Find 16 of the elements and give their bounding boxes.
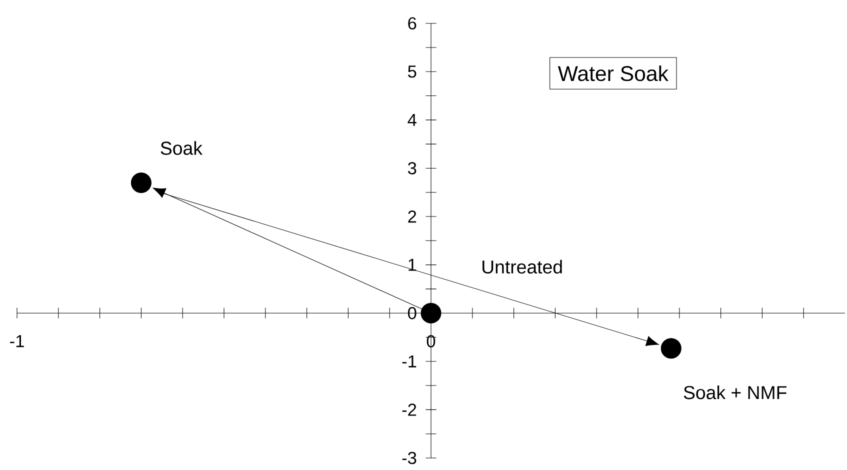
point <box>660 338 682 359</box>
point <box>130 172 152 193</box>
y-tick-label: 5 <box>408 66 416 78</box>
y-tick-label: 6 <box>408 17 416 30</box>
annotation: Untreated <box>482 260 562 274</box>
annotation: Soak <box>160 141 203 155</box>
y-tick-label: 4 <box>408 114 416 126</box>
annotation: Soak + NMF <box>684 386 786 400</box>
y-tick-label: 1 <box>408 258 416 271</box>
y-tick-label: -1 <box>402 355 416 368</box>
y-tick-label: 3 <box>408 162 416 174</box>
text: Water Soak <box>558 65 668 82</box>
y-tick-label: -2 <box>402 404 416 416</box>
y-tick-label: -3 <box>402 452 416 464</box>
y-tick-label: 2 <box>408 210 416 223</box>
point <box>420 302 442 324</box>
